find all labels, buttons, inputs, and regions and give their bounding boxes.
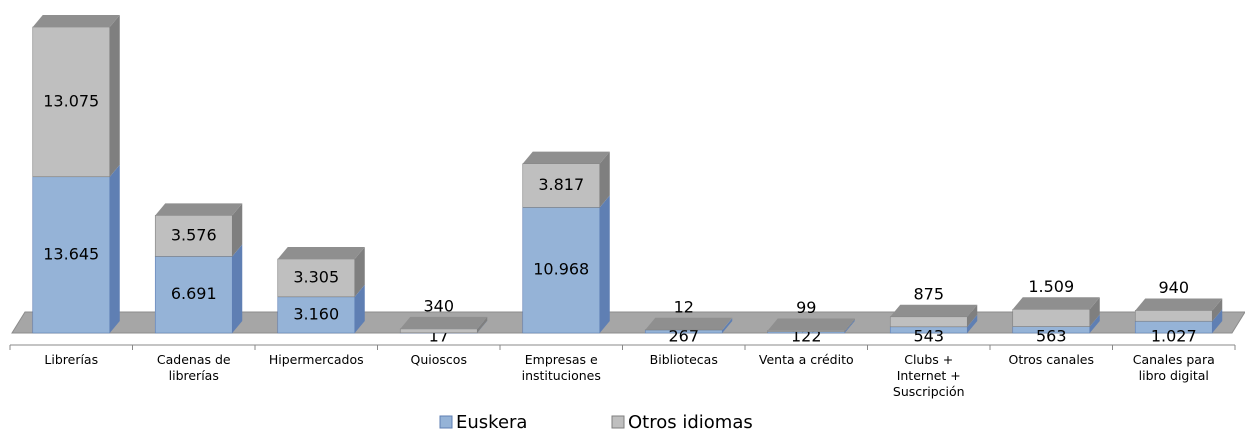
bar-segment — [399, 328, 478, 334]
x-tick-label: Empresas e instituciones — [521, 352, 601, 383]
bar-side — [722, 317, 733, 330]
bar-side — [1212, 309, 1223, 333]
value-label: 940 — [1158, 278, 1189, 297]
bar-segment — [32, 176, 111, 334]
bar-segment — [889, 316, 968, 328]
bar-top — [32, 15, 120, 27]
value-label: 1.509 — [1028, 277, 1074, 296]
bar-top — [1012, 297, 1100, 310]
bar-segment — [1134, 310, 1213, 322]
bar-side — [1212, 298, 1223, 322]
x-tick-label: Clubs + Internet + Suscripción — [892, 352, 965, 399]
bar-segment — [154, 215, 233, 257]
value-label: 340 — [423, 296, 454, 315]
bar-side — [967, 314, 978, 333]
bar-side — [354, 284, 365, 333]
legend-label: Otros idiomas — [628, 412, 753, 432]
bar-side — [844, 318, 855, 332]
bar-segment — [1012, 308, 1091, 327]
bar-top — [400, 316, 488, 329]
bar-side — [477, 316, 488, 333]
bar-top — [767, 318, 855, 331]
value-label: 543 — [913, 327, 944, 346]
x-tick-label: Otros canales — [1008, 352, 1095, 367]
x-tick-label: Venta a crédito — [758, 352, 854, 367]
bar-segment — [32, 26, 111, 178]
value-label: 3.576 — [171, 225, 217, 244]
bar-side — [1089, 314, 1100, 333]
value-label: 99 — [796, 298, 816, 317]
value-label: 3.305 — [293, 267, 339, 286]
bar-side — [967, 304, 978, 327]
x-tick-label: Cadenas de librerías — [156, 352, 231, 383]
value-label: 3.817 — [538, 175, 584, 194]
bar-side — [599, 195, 610, 333]
bar-side — [354, 246, 365, 297]
bar-segment — [277, 296, 356, 334]
x-tick-label: Quioscos — [410, 352, 467, 367]
bar-side — [232, 203, 243, 257]
bar-top — [277, 246, 365, 259]
bar-side — [844, 319, 855, 333]
x-tick-label: Librerías — [44, 352, 99, 367]
value-label: 6.691 — [171, 284, 217, 303]
value-label: 3.160 — [293, 304, 339, 323]
legend-swatch — [611, 415, 625, 429]
bar-segment — [767, 330, 846, 332]
bar-top — [155, 203, 243, 216]
value-label: 13.645 — [43, 244, 99, 263]
legend-label: Euskera — [456, 412, 527, 432]
legend-swatch — [439, 415, 453, 429]
bar-top — [1135, 298, 1223, 311]
value-label: 13.075 — [43, 91, 99, 110]
bar-segment — [277, 258, 356, 298]
bar-side — [232, 244, 243, 333]
bar-side — [109, 15, 120, 177]
x-tick-label: Bibliotecas — [649, 352, 718, 367]
value-label: 12 — [674, 297, 694, 316]
value-label: 267 — [668, 327, 699, 346]
value-label: 563 — [1036, 327, 1067, 346]
bar-segment — [154, 256, 233, 334]
bar-side — [599, 151, 610, 208]
bar-segment — [522, 163, 601, 208]
bar-side — [477, 320, 488, 333]
bar-top — [890, 304, 978, 317]
x-tick-label: Hipermercados — [268, 352, 364, 367]
bar-side — [109, 164, 120, 333]
bar-top — [645, 317, 733, 330]
x-tick-label: Canales para libro digital — [1132, 352, 1215, 383]
bar-segment — [522, 207, 601, 334]
bar-top — [522, 151, 610, 164]
bar-side — [722, 317, 733, 333]
value-label: 1.027 — [1151, 327, 1197, 346]
bar-side — [1089, 297, 1100, 327]
value-label: 875 — [913, 284, 944, 303]
value-label: 10.968 — [533, 260, 589, 279]
